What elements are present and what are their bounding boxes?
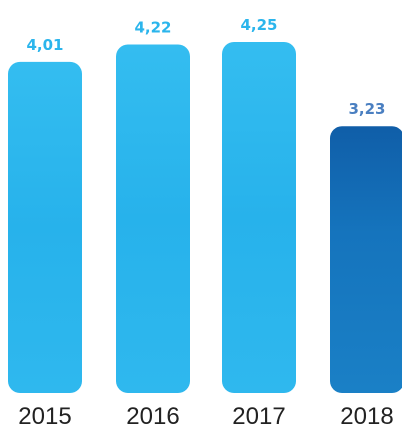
x-tick-label-2017: 2017	[232, 403, 285, 430]
value-label-2017: 4,25	[240, 16, 277, 34]
value-labels-group: 4,01 4,22 4,25 3,23	[26, 16, 385, 118]
bar-2017	[222, 42, 296, 393]
bar-2016	[116, 44, 190, 393]
bars-group	[8, 42, 402, 394]
value-label-2018: 3,23	[348, 100, 385, 118]
bar-2015	[8, 61, 82, 394]
x-tick-labels-group: 2015 2016 2017 2018	[18, 403, 393, 430]
x-tick-label-2016: 2016	[126, 403, 179, 430]
value-label-2016: 4,22	[134, 18, 171, 36]
x-tick-label-2015: 2015	[18, 403, 71, 430]
x-tick-label-2018: 2018	[340, 403, 393, 430]
value-label-2015: 4,01	[26, 36, 63, 54]
bar-2018	[330, 126, 402, 393]
